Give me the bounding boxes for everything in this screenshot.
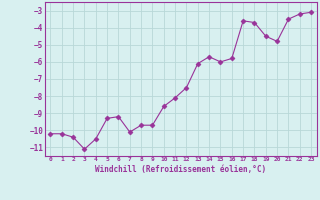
X-axis label: Windchill (Refroidissement éolien,°C): Windchill (Refroidissement éolien,°C) [95,165,266,174]
